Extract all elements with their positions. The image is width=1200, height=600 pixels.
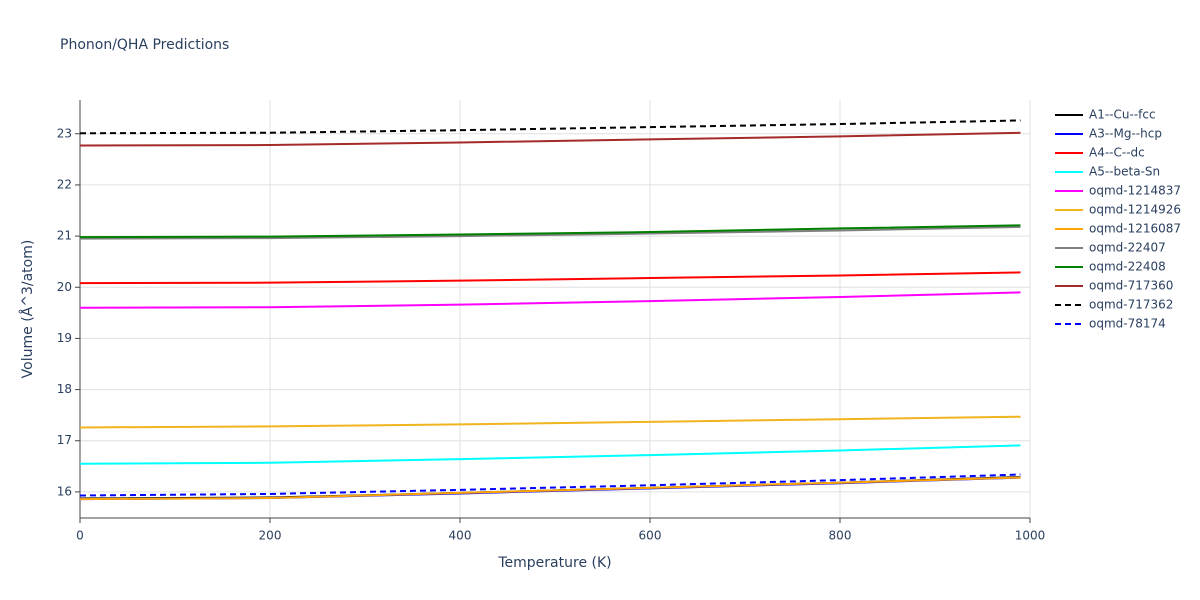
- x-tick-label: 600: [639, 529, 662, 543]
- y-tick-label: 22: [57, 177, 72, 191]
- legend-label: A3--Mg--hcp: [1089, 127, 1162, 141]
- legend-label: oqmd-22407: [1089, 241, 1166, 255]
- series-line: [79, 224, 1021, 239]
- series-line: [79, 415, 1021, 429]
- chart-title: Phonon/QHA Predictions: [60, 37, 229, 53]
- series-line: [79, 119, 1021, 135]
- legend-label: A5--beta-Sn: [1089, 165, 1160, 179]
- series-line: [79, 476, 1021, 501]
- x-tick-label: 0: [76, 529, 84, 543]
- legend-label: oqmd-717360: [1089, 279, 1173, 293]
- legend-label: oqmd-1214837: [1089, 184, 1181, 198]
- legend-label: oqmd-22408: [1089, 260, 1166, 274]
- legend-label: oqmd-1216087: [1089, 222, 1181, 236]
- series-line: [79, 473, 1021, 497]
- series-line: [79, 444, 1021, 465]
- series-line: [79, 291, 1021, 309]
- y-tick-label: 18: [57, 382, 72, 396]
- legend-label: oqmd-1214926: [1089, 203, 1181, 217]
- legend-label: A4--C--dc: [1089, 146, 1145, 160]
- series-line: [79, 271, 1021, 285]
- y-tick-label: 20: [57, 280, 72, 294]
- series-line: [79, 225, 1021, 240]
- x-tick-label: 800: [829, 529, 852, 543]
- legend-label: oqmd-78174: [1089, 317, 1166, 331]
- legend-label: A1--Cu--fcc: [1089, 108, 1156, 122]
- series-line: [79, 131, 1021, 147]
- y-tick-label: 16: [57, 484, 72, 498]
- legend-label: oqmd-717362: [1089, 298, 1173, 312]
- y-axis-title: Volume (Å^3/atom): [19, 240, 36, 379]
- x-tick-label: 1000: [1015, 529, 1046, 543]
- y-tick-label: 23: [57, 126, 72, 140]
- x-axis-title: Temperature (K): [497, 555, 611, 571]
- y-tick-label: 19: [57, 331, 72, 345]
- y-tick-label: 17: [57, 433, 72, 447]
- x-tick-label: 400: [449, 529, 472, 543]
- y-tick-label: 21: [57, 229, 72, 243]
- x-tick-label: 200: [259, 529, 282, 543]
